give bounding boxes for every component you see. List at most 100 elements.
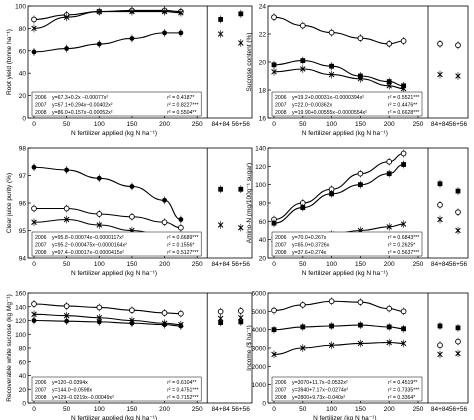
equation-text: y=22.0−0.00362x — [292, 103, 333, 109]
data-point — [271, 351, 277, 358]
equation-year: 2006 — [275, 95, 287, 101]
equation-r2: r² = 0.6843*** — [388, 235, 419, 241]
split-data-point — [238, 319, 244, 325]
data-point — [63, 216, 70, 223]
y-tick-label: 5000 — [252, 309, 267, 316]
x-tick-label: 100 — [94, 121, 105, 128]
y-tick-label: 0 — [22, 401, 26, 408]
x-tick-label: 150 — [355, 121, 366, 128]
x-tick-label: 150 — [355, 406, 366, 413]
x-tick-label: 100 — [94, 406, 105, 413]
split-data-point — [217, 31, 224, 37]
split-data-point — [455, 188, 461, 194]
y-tick-label: 160 — [15, 291, 26, 298]
equation-year: 2007 — [35, 103, 47, 109]
y-tick-label: 94 — [19, 256, 27, 263]
y-tick-label: 4000 — [252, 327, 267, 334]
equation-text: y=70.0+0.267x — [292, 235, 327, 241]
split-data-point — [237, 308, 244, 314]
equation-year: 2006 — [35, 380, 47, 386]
series-line — [273, 300, 404, 312]
series-line — [273, 60, 404, 87]
data-point — [96, 41, 102, 47]
equation-r2: r² = 0.3364* — [388, 395, 415, 401]
equation-r2: r² = 0.5637*** — [388, 250, 419, 256]
data-point — [329, 323, 334, 329]
equation-text: y=129−0.0219x−0.00049x² — [52, 395, 114, 401]
data-point — [300, 345, 306, 351]
split-data-point — [455, 227, 461, 234]
equation-year: 2007 — [275, 243, 287, 249]
data-point — [300, 66, 306, 72]
x-tick-label: 250 — [192, 406, 203, 413]
equation-year: 2006 — [275, 380, 287, 386]
data-point — [161, 219, 168, 226]
y-tick-label: 0 — [262, 401, 266, 408]
data-point — [64, 318, 70, 324]
equation-r2: r² = 0.1556* — [167, 243, 194, 249]
equation-r2: r² = 0.4187* — [167, 95, 194, 101]
equation-text: y=3070+11.7x−0.0532x² — [292, 380, 348, 386]
equation-r2: r² = 0.8227*** — [167, 103, 198, 109]
equation-text: y=19.90+0.00555x−0.0000554x² — [292, 110, 367, 116]
split-data-point — [455, 338, 461, 345]
data-point — [129, 213, 135, 220]
x-tick-label: 250 — [413, 406, 424, 413]
data-point — [64, 167, 70, 173]
split-data-point — [437, 342, 443, 349]
y-axis-label: Root yield (tonne ha⁻¹) — [6, 29, 13, 95]
equation-year: 2007 — [275, 103, 287, 109]
series-line — [273, 152, 404, 221]
x-tick-label: 250 — [413, 121, 424, 128]
data-point — [300, 324, 306, 330]
series-line — [33, 11, 181, 29]
equation-year: 2008 — [275, 110, 287, 116]
split-data-point — [217, 308, 224, 315]
split-data-point — [238, 186, 244, 192]
data-point — [329, 63, 334, 69]
split-data-point — [437, 71, 443, 78]
series-line — [273, 16, 404, 45]
y-tick-label: 3000 — [252, 346, 267, 353]
data-point — [400, 340, 407, 347]
plot-frame — [27, 5, 253, 119]
data-point — [129, 8, 135, 15]
split-category-label: 56+56 — [449, 121, 468, 128]
equation-text: y=67.3+0.2x −0.00077x² — [52, 95, 108, 101]
y-tick-label: 0 — [22, 116, 26, 123]
series-line — [33, 32, 181, 53]
panel-2 — [267, 5, 469, 119]
equation-text: y=19.2+0.00031x−0.0000394x² — [292, 95, 364, 101]
split-category-label: 56+56 — [449, 406, 468, 413]
panel-1 — [27, 5, 253, 119]
equation-text: y=37.6+0.274x — [292, 250, 327, 256]
equation-r2: r² = 0.6104** — [167, 380, 196, 386]
x-tick-label: 0 — [32, 406, 36, 413]
y-axis-label: Income ($ ha⁻¹) — [246, 325, 253, 371]
x-tick-label: 0 — [32, 261, 36, 268]
data-point — [31, 205, 37, 212]
data-point — [386, 224, 392, 230]
equation-box — [271, 231, 423, 257]
data-point — [63, 303, 70, 309]
equation-box — [31, 231, 202, 257]
equation-year: 2008 — [35, 250, 47, 256]
y-tick-label: 60 — [19, 359, 27, 366]
x-tick-label: 50 — [63, 121, 71, 128]
data-point — [162, 197, 167, 203]
data-point — [31, 16, 37, 23]
split-data-point — [217, 222, 224, 228]
data-point — [178, 310, 184, 317]
data-point — [129, 307, 135, 314]
equation-box — [31, 376, 202, 402]
data-point — [271, 307, 277, 314]
x-tick-label: 250 — [413, 261, 424, 268]
y-tick-label: 6000 — [252, 291, 267, 298]
data-point — [386, 339, 392, 346]
x-tick-label: 50 — [63, 261, 71, 268]
y-tick-label: 100 — [255, 182, 266, 189]
x-tick-label: 50 — [299, 261, 307, 268]
x-tick-label: 0 — [272, 406, 276, 413]
y-tick-label: 24 — [259, 4, 267, 11]
data-point — [386, 158, 393, 165]
